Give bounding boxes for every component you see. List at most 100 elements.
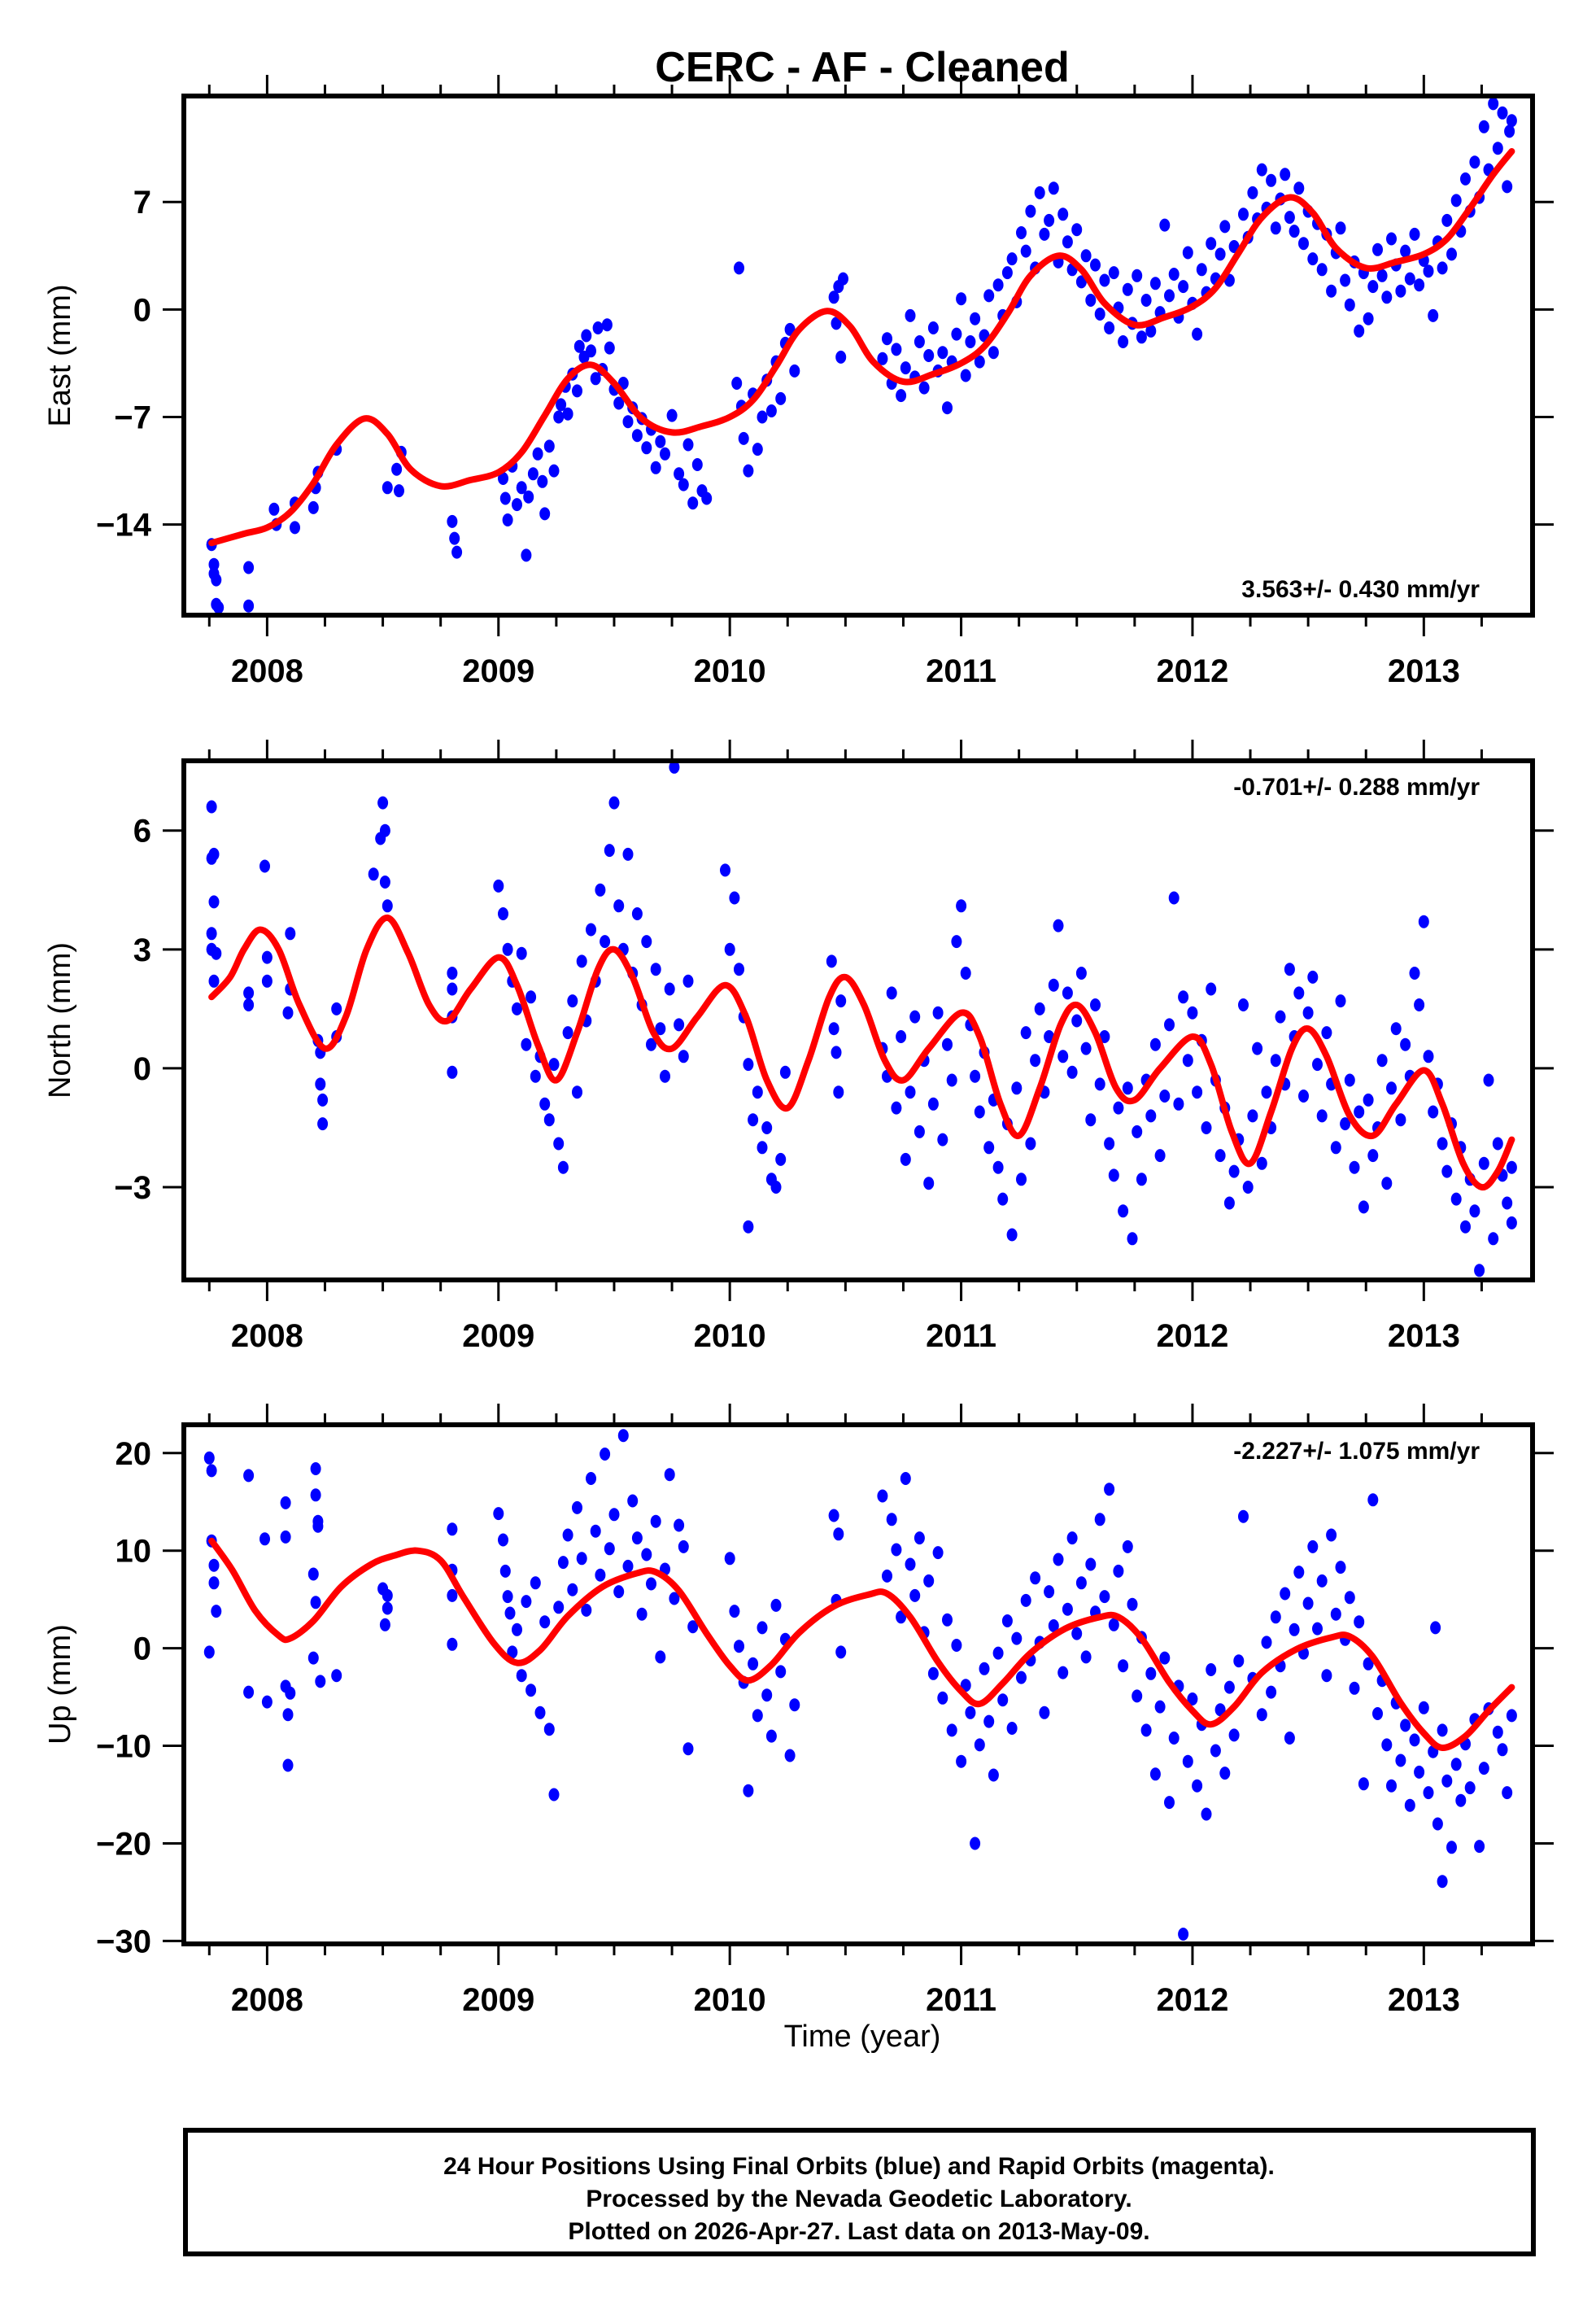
- data-point: [447, 1522, 458, 1536]
- x-tick-label: 2011: [926, 1982, 996, 2018]
- data-point: [213, 601, 225, 614]
- data-point: [1502, 1196, 1513, 1210]
- x-tick-label: 2012: [1156, 1982, 1228, 2018]
- data-point: [828, 1509, 839, 1522]
- data-point: [290, 521, 300, 535]
- data-point: [1090, 258, 1101, 272]
- data-point: [312, 1519, 324, 1533]
- data-point: [757, 1141, 768, 1155]
- data-point: [775, 1665, 787, 1679]
- data-point: [1149, 277, 1161, 290]
- data-point: [1386, 1081, 1397, 1095]
- data-point: [1321, 1026, 1332, 1040]
- data-point: [1228, 1728, 1240, 1742]
- data-point: [1409, 967, 1420, 980]
- data-point: [1094, 1513, 1105, 1526]
- data-point: [521, 548, 532, 562]
- data-point: [1386, 232, 1397, 246]
- data-point: [1080, 249, 1092, 263]
- data-point: [1372, 242, 1383, 256]
- y-tick-label: −10: [96, 1729, 151, 1765]
- data-point: [211, 1605, 222, 1618]
- data-point: [669, 761, 680, 774]
- data-point: [1302, 1596, 1314, 1610]
- data-point: [1270, 1054, 1281, 1068]
- data-point: [539, 507, 551, 521]
- data-point: [923, 1574, 935, 1588]
- data-point: [927, 321, 939, 334]
- data-point: [1178, 990, 1189, 1004]
- data-point: [1140, 1723, 1152, 1737]
- data-point: [622, 415, 634, 429]
- data-point: [1423, 264, 1434, 278]
- data-point: [208, 1558, 220, 1572]
- data-point: [285, 927, 296, 941]
- data-point: [604, 844, 615, 858]
- data-point: [1349, 1681, 1360, 1695]
- data-point: [1011, 1631, 1023, 1645]
- data-point: [1113, 1101, 1124, 1115]
- data-point: [1432, 1817, 1443, 1831]
- data-point: [775, 1152, 787, 1166]
- data-point: [493, 1507, 504, 1521]
- data-point: [720, 863, 730, 877]
- data-point: [1094, 308, 1105, 321]
- data-point: [942, 1613, 953, 1627]
- data-point: [206, 1464, 217, 1478]
- data-point: [1312, 1622, 1323, 1636]
- data-point: [979, 1662, 990, 1675]
- data-point: [666, 408, 678, 422]
- data-point: [521, 1037, 532, 1051]
- data-point: [631, 907, 643, 920]
- data-point: [617, 1429, 629, 1443]
- data-point: [1316, 1574, 1328, 1588]
- data-point: [1252, 1042, 1263, 1055]
- data-point: [259, 1532, 270, 1546]
- data-point: [886, 1513, 897, 1526]
- x-tick-label: 2011: [926, 653, 996, 689]
- x-tick-label: 2008: [231, 1982, 303, 2018]
- data-point: [590, 372, 601, 386]
- data-point: [905, 1085, 916, 1099]
- data-point: [1094, 1077, 1105, 1091]
- data-point: [1075, 275, 1087, 289]
- data-point: [1404, 272, 1415, 286]
- data-point: [1034, 1002, 1045, 1015]
- data-point: [548, 1788, 560, 1802]
- data-point: [646, 1577, 656, 1591]
- data-point: [1354, 1615, 1365, 1629]
- data-point: [1178, 1928, 1189, 1941]
- data-point: [1321, 1669, 1332, 1683]
- data-point: [1247, 186, 1258, 199]
- data-point: [1400, 244, 1411, 258]
- data-point: [498, 1533, 508, 1547]
- data-point: [1145, 1109, 1157, 1123]
- data-point: [914, 335, 925, 348]
- data-point: [674, 1518, 685, 1532]
- data-point: [1080, 1042, 1092, 1055]
- data-point: [1492, 1137, 1503, 1151]
- data-point: [914, 1531, 925, 1545]
- data-point: [1372, 1707, 1383, 1720]
- data-point: [310, 1488, 321, 1502]
- data-point: [1400, 1037, 1411, 1051]
- data-point: [1478, 1156, 1489, 1170]
- data-point: [983, 289, 995, 303]
- north-rate-label: -0.701+/- 0.288 mm/yr: [1233, 774, 1480, 801]
- data-point: [752, 1085, 763, 1099]
- data-point: [761, 1121, 773, 1134]
- data-point: [678, 1050, 689, 1063]
- data-point: [835, 350, 847, 364]
- data-point: [641, 935, 652, 949]
- x-tick-label: 2013: [1388, 1982, 1460, 2018]
- data-point: [1354, 324, 1365, 338]
- data-point: [1099, 1590, 1110, 1604]
- data-point: [382, 1601, 393, 1615]
- data-point: [1214, 1149, 1226, 1163]
- data-point: [613, 1585, 625, 1599]
- data-point: [1034, 186, 1045, 199]
- data-point: [243, 599, 255, 613]
- data-point: [1488, 1232, 1499, 1246]
- data-point: [539, 1097, 551, 1111]
- data-point: [1122, 1540, 1133, 1553]
